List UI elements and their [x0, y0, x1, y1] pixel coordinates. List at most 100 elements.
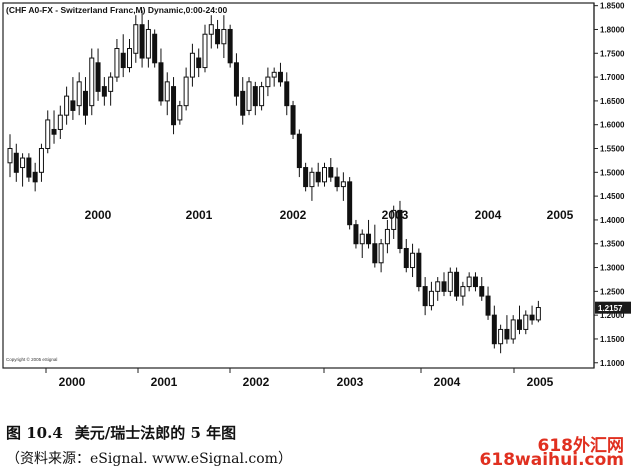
year-label: 2005	[547, 208, 574, 222]
y-tick-label: 1.6500	[600, 97, 625, 106]
candle-body	[372, 243, 378, 264]
candle-body	[277, 71, 283, 83]
candle-body	[366, 233, 372, 245]
y-tick-label: 1.4500	[600, 192, 625, 201]
x-tick-label: 2005	[527, 375, 554, 389]
candle-body	[82, 90, 88, 116]
candle-body	[64, 95, 70, 116]
figure-title: 美元/瑞士法郎的 5 年图	[74, 424, 237, 442]
y-tick-label: 1.1500	[600, 335, 625, 344]
watermark-url: 618waihui.com	[479, 450, 624, 470]
y-tick-label: 1.3000	[600, 264, 625, 273]
candle-body	[38, 148, 44, 173]
candle-body	[340, 181, 346, 188]
candle-body	[164, 81, 170, 102]
candle-body	[221, 28, 227, 45]
candle-body	[189, 52, 195, 78]
y-tick-label: 1.2000	[600, 311, 625, 320]
y-tick-label: 1.4000	[600, 216, 625, 225]
candle-body	[353, 224, 359, 245]
candle-body	[284, 81, 290, 107]
candle-body	[108, 76, 114, 92]
candle-body	[95, 62, 101, 92]
candle-body	[491, 314, 497, 345]
candle-body	[133, 24, 139, 54]
watermark-text: 618外汇网	[537, 436, 625, 456]
year-label: 2000	[85, 208, 112, 222]
candle-body	[89, 57, 95, 107]
candle-body	[45, 119, 51, 150]
candle-body	[328, 167, 334, 178]
candle-body	[441, 281, 447, 292]
candle-body	[120, 52, 126, 69]
y-tick-label: 1.8500	[600, 2, 625, 11]
candle-body	[177, 105, 183, 121]
candle-body	[227, 28, 233, 64]
candle-body	[403, 247, 409, 269]
candle-body	[7, 148, 13, 164]
y-tick-label: 1.1000	[600, 359, 625, 368]
candle-body	[416, 252, 422, 288]
y-tick-label: 1.3500	[600, 240, 625, 249]
candle-body	[309, 171, 315, 188]
candle-body	[523, 314, 529, 330]
candle-body	[428, 290, 434, 307]
candle-body	[265, 76, 271, 88]
y-tick-label: 1.7500	[600, 49, 625, 58]
candle-body	[485, 295, 491, 316]
candle-body	[498, 328, 504, 345]
candle-body	[510, 319, 516, 340]
candle-body	[240, 90, 246, 116]
candle-body	[101, 86, 107, 97]
candle-body	[296, 133, 302, 169]
candle-body	[57, 114, 63, 130]
year-label: 2003	[382, 208, 409, 222]
candle-body	[391, 209, 397, 230]
candle-body	[303, 167, 309, 188]
chart-title: (CHF A0-FX - Switzerland Franc,M) Dynami…	[6, 5, 227, 15]
y-tick-label: 1.7000	[600, 73, 625, 82]
x-tick-label: 2003	[337, 375, 364, 389]
y-tick-label: 1.5000	[600, 168, 625, 177]
candle-body	[13, 152, 19, 173]
candle-body	[359, 233, 365, 245]
candle-body	[472, 276, 478, 288]
y-tick-label: 1.8000	[600, 25, 625, 34]
candle-body	[504, 328, 510, 340]
candle-body	[139, 24, 145, 59]
plot-frame	[2, 2, 595, 369]
year-label: 2001	[186, 208, 213, 222]
figure-caption: 图 10.4 美元/瑞士法郎的 5 年图	[6, 422, 236, 443]
candle-body	[422, 286, 428, 307]
candle-body	[32, 171, 38, 183]
candle-body	[460, 286, 466, 297]
year-label: 2002	[280, 208, 307, 222]
candle-body	[384, 228, 390, 245]
candle-body	[208, 24, 214, 35]
y-tick-label: 1.2500	[600, 287, 625, 296]
candle-body	[447, 271, 453, 292]
candle-body	[435, 281, 441, 292]
candle-body	[529, 314, 535, 321]
candle-body	[215, 28, 221, 45]
candle-body	[114, 48, 120, 78]
candle-body	[233, 62, 239, 97]
candle-body	[516, 319, 522, 330]
candle-body	[152, 33, 158, 64]
candle-body	[51, 128, 57, 135]
copyright-text: Copyright © 2005 eSignal	[6, 356, 57, 362]
candle-body	[183, 76, 189, 107]
x-tick-label: 2001	[151, 375, 178, 389]
y-tick-label: 1.5500	[600, 145, 625, 154]
candle-body	[145, 28, 151, 59]
candle-body	[347, 181, 353, 226]
candle-body	[466, 276, 472, 288]
candle-body	[158, 62, 164, 102]
candle-body	[246, 81, 252, 111]
figure-source: （资料来源：eSignal. www.eSignal.com）	[6, 451, 292, 467]
year-label: 2004	[475, 208, 502, 222]
candle-body	[76, 81, 82, 107]
x-tick-label: 2004	[434, 375, 461, 389]
candle-body	[378, 243, 384, 264]
candle-body	[322, 167, 327, 183]
